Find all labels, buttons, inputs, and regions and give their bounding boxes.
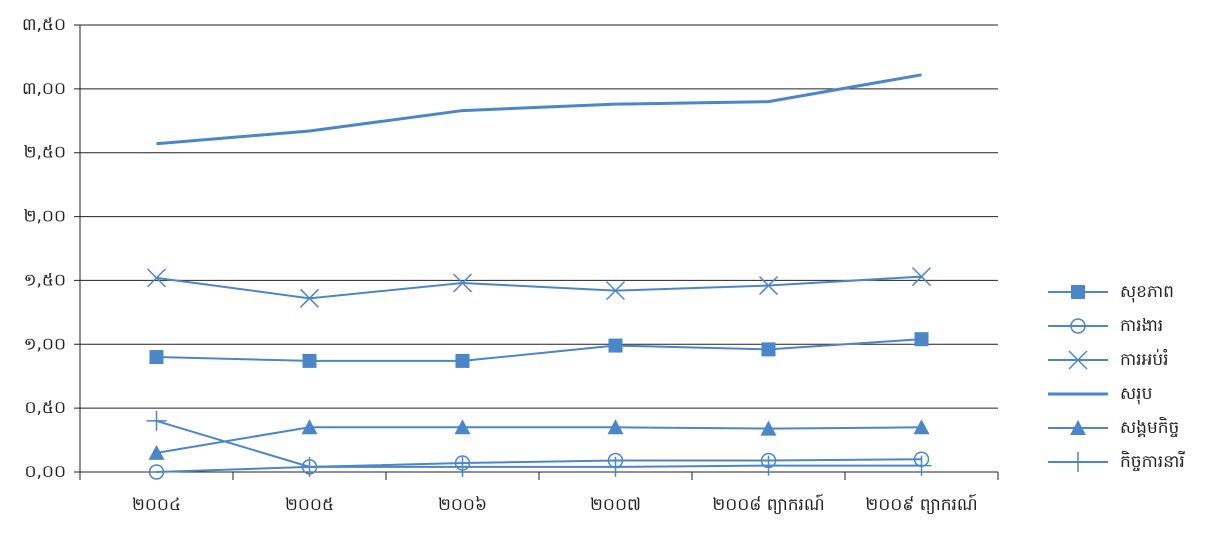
legend-label: កិច្ចការនារី — [1120, 450, 1185, 472]
series-line — [156, 426, 922, 454]
x-tick-label: ២០០៨ ព្យាករណ៍ — [712, 493, 824, 515]
marker — [301, 419, 318, 435]
marker — [148, 464, 165, 480]
legend-marker — [1068, 452, 1088, 472]
y-tick-label: ០,០០ — [24, 462, 66, 482]
legend-label: សរុប — [1120, 384, 1152, 405]
legend-label: សង្គមកិច្ច — [1120, 416, 1179, 438]
marker — [299, 288, 320, 308]
marker — [455, 353, 470, 368]
y-tick-label: ២,៥០ — [24, 143, 66, 163]
marker — [146, 268, 167, 288]
marker — [913, 419, 930, 435]
y-tick-label: ៣,០០ — [22, 79, 66, 99]
series-line — [156, 73, 922, 146]
legend-marker — [1070, 420, 1086, 435]
marker — [758, 276, 779, 296]
y-tick-label: ១,៥០ — [24, 270, 66, 290]
marker — [911, 455, 932, 476]
x-tick-label: ២០០៥ — [285, 495, 334, 515]
y-tick-label: ០,៥០ — [24, 398, 66, 418]
legend-label: ការងារ — [1120, 316, 1163, 336]
marker — [760, 420, 777, 436]
x-tick-label: ២០០៦ — [438, 495, 487, 515]
marker — [605, 456, 626, 477]
marker — [454, 419, 471, 435]
marker — [299, 456, 320, 477]
y-tick-label: ១,០០ — [24, 334, 66, 354]
series-line — [156, 419, 922, 468]
marker — [605, 281, 626, 301]
x-tick-label: ២០០៩ ព្យាករណ៍ — [865, 493, 977, 515]
series-line — [156, 275, 922, 300]
marker — [452, 273, 473, 293]
y-tick-label: ២,០០ — [24, 207, 66, 227]
marker — [761, 342, 776, 357]
marker — [608, 338, 623, 353]
marker — [607, 419, 624, 435]
legend-label: ការអប់រំ — [1120, 348, 1169, 370]
marker — [149, 350, 164, 365]
marker — [452, 456, 473, 477]
marker — [914, 332, 929, 347]
y-tick-label: ៣,៥០ — [22, 15, 66, 35]
series-line — [156, 338, 922, 362]
marker — [148, 444, 165, 460]
marker — [146, 410, 167, 431]
legend-label: សុខភាព — [1120, 282, 1174, 303]
marker — [911, 267, 932, 287]
marker — [758, 455, 779, 476]
legend-marker — [1071, 285, 1085, 299]
legend-marker — [1068, 350, 1088, 370]
marker — [302, 353, 317, 368]
x-tick-label: ២០០៤ — [132, 495, 181, 515]
series-line — [156, 458, 922, 473]
x-tick-label: ២០០៧ — [590, 495, 641, 515]
legend-marker — [1070, 318, 1086, 334]
